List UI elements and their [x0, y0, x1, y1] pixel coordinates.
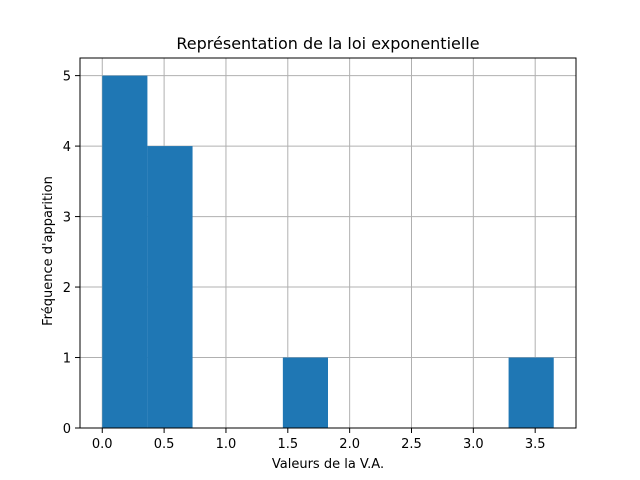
- y-tick-label: 3: [63, 211, 71, 226]
- y-axis-ticks: 0 1 2 3 4 5: [63, 70, 80, 437]
- x-axis-ticks: 0.0 0.5 1.0 1.5 2.0 2.5 3.0 3.5: [92, 428, 546, 452]
- x-tick-label: 3.0: [463, 437, 484, 452]
- y-tick-label: 5: [63, 70, 71, 85]
- y-axis-label: Fréquence d'apparition: [41, 176, 56, 326]
- x-tick-label: 1.5: [277, 437, 298, 452]
- y-tick-label: 4: [63, 140, 71, 155]
- histogram-bar: [147, 146, 193, 428]
- histogram-bar: [508, 357, 554, 428]
- plot-frame: [79, 57, 577, 429]
- x-tick-label: 0.5: [154, 437, 175, 452]
- x-tick-label: 1.0: [216, 437, 237, 452]
- histogram-bar: [102, 75, 148, 428]
- histogram-bar: [282, 357, 328, 428]
- y-tick-label: 1: [63, 352, 71, 367]
- chart-title: Représentation de la loi exponentielle: [176, 34, 479, 53]
- y-tick-label: 0: [63, 422, 71, 437]
- x-tick-label: 2.0: [339, 437, 360, 452]
- y-tick-label: 2: [63, 281, 71, 296]
- x-axis-label: Valeurs de la V.A.: [272, 457, 384, 472]
- x-tick-label: 0.0: [92, 437, 113, 452]
- bars: [102, 75, 554, 428]
- x-tick-label: 3.5: [525, 437, 546, 452]
- x-tick-label: 2.5: [401, 437, 422, 452]
